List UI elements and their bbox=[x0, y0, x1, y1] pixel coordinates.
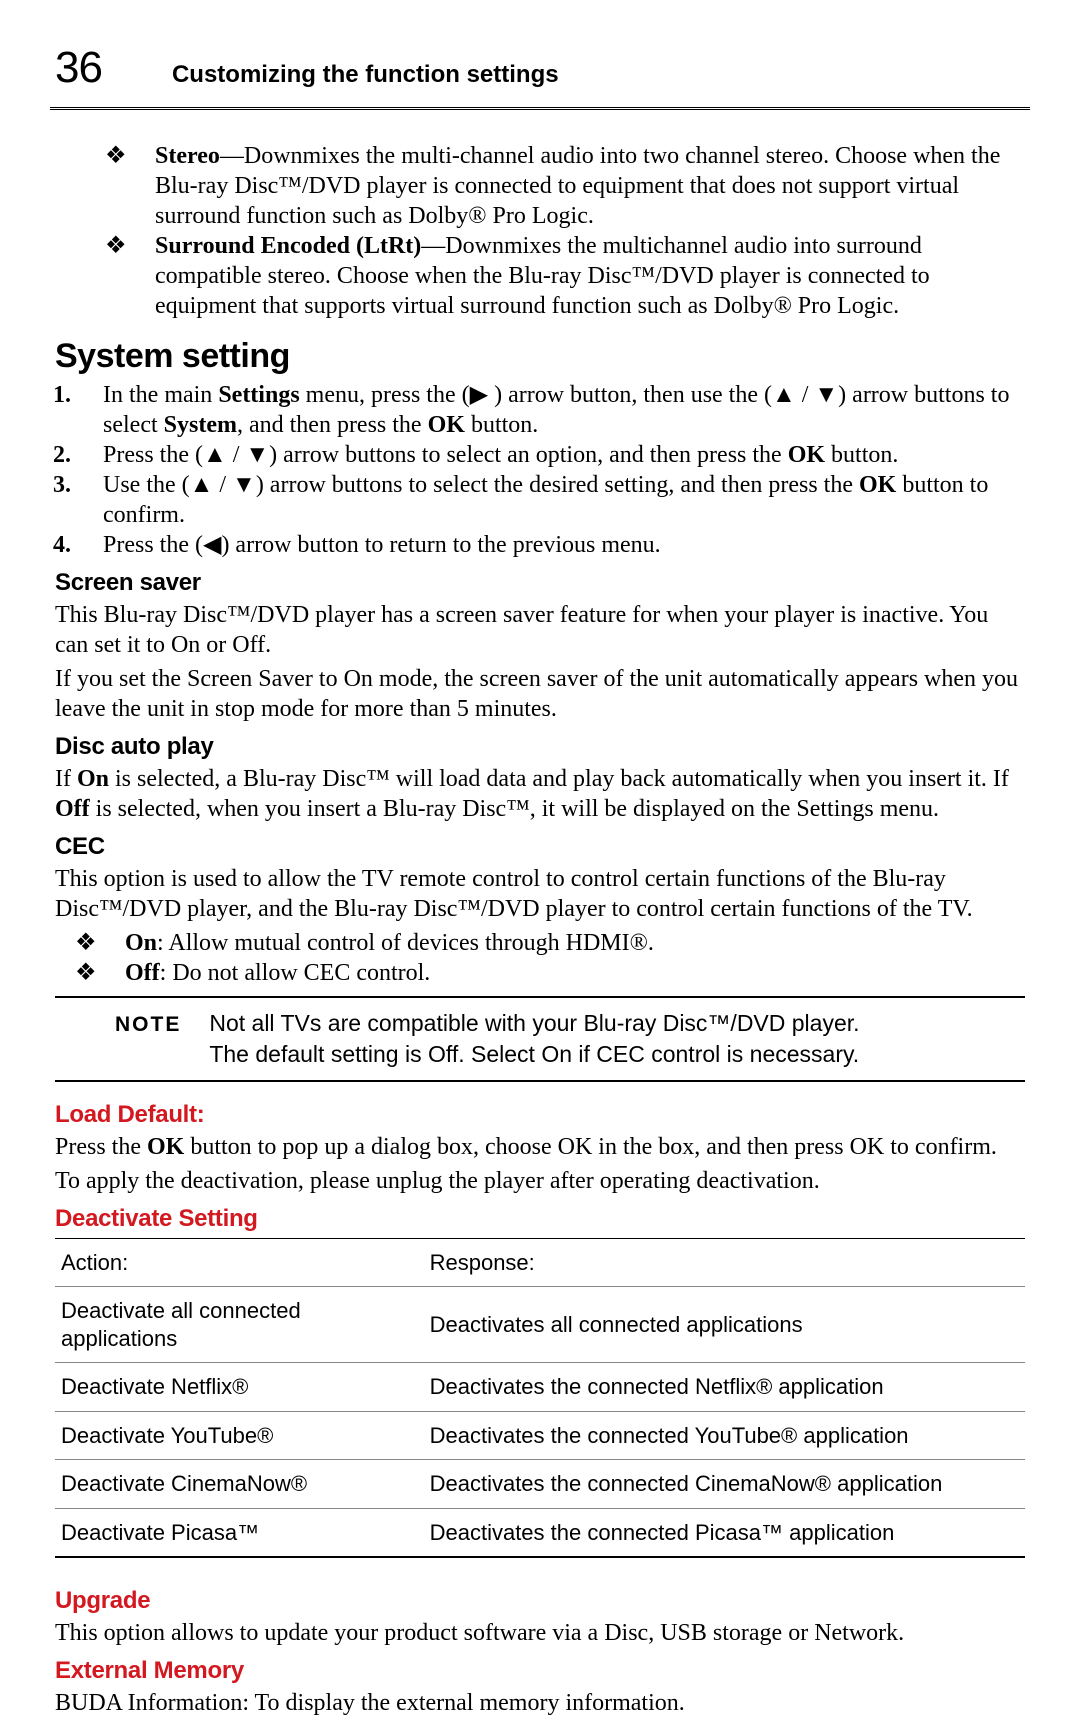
page-number: 36 bbox=[55, 40, 102, 95]
step-1: In the main Settings menu, press the (▶ … bbox=[77, 380, 1025, 440]
bullet-body: —Downmixes the multi-channel audio into … bbox=[155, 143, 1000, 229]
disc-auto-play-p1: If On is selected, a Blu-ray Disc™ will … bbox=[55, 764, 1025, 824]
section-upgrade: Upgrade bbox=[55, 1586, 1025, 1616]
section-deactivate: Deactivate Setting bbox=[55, 1204, 1025, 1234]
chapter-title: Customizing the function settings bbox=[172, 60, 559, 90]
table-row: Deactivate CinemaNow®Deactivates the con… bbox=[55, 1460, 1025, 1509]
external-memory-p1: BUDA Information: To display the externa… bbox=[55, 1688, 1025, 1718]
note-box: NOTE Not all TVs are compatible with you… bbox=[55, 996, 1025, 1082]
upgrade-p1: This option allows to update your produc… bbox=[55, 1618, 1025, 1648]
header-rule bbox=[50, 107, 1030, 111]
note-line-2: The default setting is Off. Select On if… bbox=[209, 1039, 859, 1070]
table-row: Deactivate all connected applicationsDea… bbox=[55, 1287, 1025, 1363]
col-response: Response: bbox=[424, 1238, 1025, 1287]
col-action: Action: bbox=[55, 1238, 424, 1287]
bullet-lead: Surround Encoded (LtRt) bbox=[155, 233, 421, 259]
step-3: Use the (▲ / ▼) arrow buttons to select … bbox=[77, 470, 1025, 530]
cec-p1: This option is used to allow the TV remo… bbox=[55, 864, 1025, 924]
intro-bullets: Stereo—Downmixes the multi-channel audio… bbox=[105, 141, 1025, 321]
page-header: 36 Customizing the function settings bbox=[55, 40, 1025, 95]
section-disc-auto-play: Disc auto play bbox=[55, 732, 1025, 762]
bullet-surround: Surround Encoded (LtRt)—Downmixes the mu… bbox=[105, 231, 1025, 321]
section-cec: CEC bbox=[55, 832, 1025, 862]
bullet-lead: Stereo bbox=[155, 143, 220, 169]
table-row: Deactivate YouTube®Deactivates the conne… bbox=[55, 1411, 1025, 1460]
load-default-p1: Press the OK button to pop up a dialog b… bbox=[55, 1132, 1025, 1162]
section-load-default: Load Default: bbox=[55, 1100, 1025, 1130]
deactivate-table: Action: Response: Deactivate all connect… bbox=[55, 1238, 1025, 1559]
note-text: Not all TVs are compatible with your Blu… bbox=[209, 1008, 859, 1070]
screen-saver-p1: This Blu-ray Disc™/DVD player has a scre… bbox=[55, 600, 1025, 660]
system-setting-steps: In the main Settings menu, press the (▶ … bbox=[77, 380, 1025, 560]
cec-bullets: On: Allow mutual control of devices thro… bbox=[75, 928, 1025, 988]
cec-bullet-on: On: Allow mutual control of devices thro… bbox=[75, 928, 1025, 958]
section-external-memory: External Memory bbox=[55, 1656, 1025, 1686]
step-2: Press the (▲ / ▼) arrow buttons to selec… bbox=[77, 440, 1025, 470]
note-line-1: Not all TVs are compatible with your Blu… bbox=[209, 1008, 859, 1039]
note-label: NOTE bbox=[115, 1008, 181, 1038]
table-header-row: Action: Response: bbox=[55, 1238, 1025, 1287]
section-screen-saver: Screen saver bbox=[55, 568, 1025, 598]
table-row: Deactivate Netflix®Deactivates the conne… bbox=[55, 1363, 1025, 1412]
step-4: Press the (◀) arrow button to return to … bbox=[77, 530, 1025, 560]
page: 36 Customizing the function settings Ste… bbox=[0, 0, 1080, 1718]
table-row: Deactivate Picasa™Deactivates the connec… bbox=[55, 1508, 1025, 1557]
section-system-setting: System setting bbox=[55, 335, 1025, 378]
load-default-p2: To apply the deactivation, please unplug… bbox=[55, 1166, 1025, 1196]
screen-saver-p2: If you set the Screen Saver to On mode, … bbox=[55, 664, 1025, 724]
bullet-stereo: Stereo—Downmixes the multi-channel audio… bbox=[105, 141, 1025, 231]
cec-bullet-off: Off: Do not allow CEC control. bbox=[75, 958, 1025, 988]
